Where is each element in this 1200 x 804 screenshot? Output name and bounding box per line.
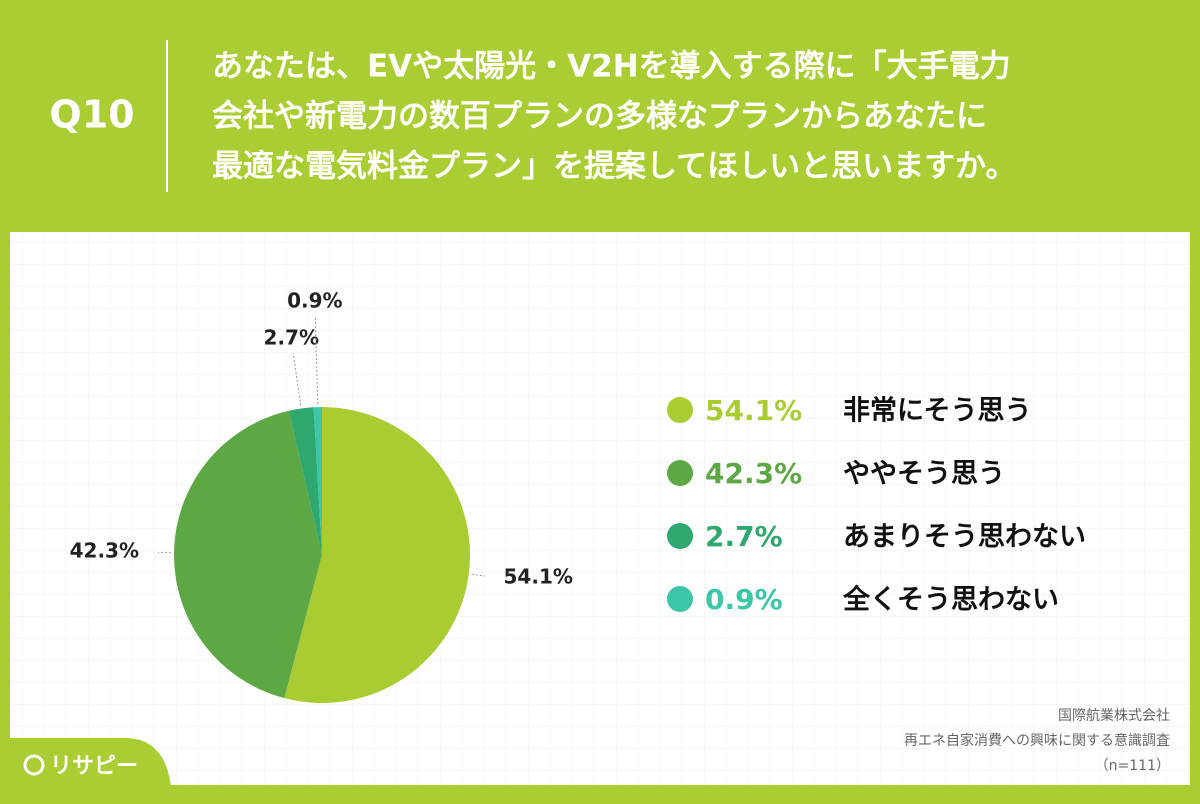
legend-label: あまりそう思わない — [843, 522, 1086, 553]
legend-value: 2.7% — [705, 520, 783, 553]
legend-label: ややそう思う — [843, 459, 1005, 490]
legend-label: 非常にそう思う — [843, 396, 1031, 427]
source-text: （n=111） — [1095, 758, 1170, 774]
source-text: 国際航業株式会社 — [1058, 708, 1170, 724]
logo-text: リサピー — [50, 754, 138, 779]
data-label: 0.9% — [287, 289, 342, 313]
legend-value: 42.3% — [705, 457, 802, 490]
legend-value: 54.1% — [705, 394, 802, 427]
legend-marker — [667, 523, 693, 549]
title-line: 会社や新電力の数百プランの多様なプランからあなたに — [212, 99, 987, 135]
legend-marker — [667, 586, 693, 612]
legend-marker — [667, 397, 693, 423]
data-label: 2.7% — [264, 326, 319, 350]
question-label: Q10 — [49, 93, 134, 137]
source-text: 再エネ自家消費への興味に関する意識調査 — [904, 732, 1170, 749]
legend-marker — [667, 460, 693, 486]
legend-label: 全くそう思わない — [842, 584, 1059, 616]
title-line: 最適な電気料金プラン」を提案してほしいと思いますか。 — [212, 149, 1016, 185]
title-line: あなたは、EVや太陽光・V2Hを導入する際に「大手電力 — [212, 49, 1011, 85]
legend-value: 0.9% — [705, 583, 783, 616]
data-label: 42.3% — [70, 539, 139, 563]
data-label: 54.1% — [504, 564, 573, 588]
